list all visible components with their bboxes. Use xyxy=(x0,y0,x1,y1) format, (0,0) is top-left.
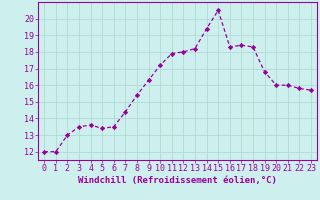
X-axis label: Windchill (Refroidissement éolien,°C): Windchill (Refroidissement éolien,°C) xyxy=(78,176,277,185)
